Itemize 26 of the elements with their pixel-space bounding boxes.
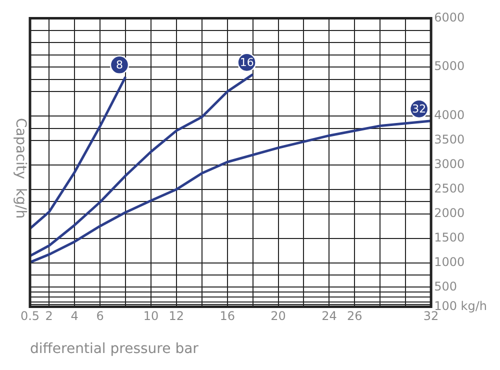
y-tick-label: 3000: [434, 157, 465, 172]
y-tick-label: 3500: [434, 132, 465, 147]
y-tick-label: 4000: [434, 108, 465, 122]
series-label: 16: [240, 56, 254, 69]
x-tick-label: 20: [270, 309, 286, 324]
x-axis-title: differential pressure bar: [30, 341, 199, 358]
y-tick-label: 1500: [434, 230, 465, 244]
x-tick-label: 6: [96, 309, 104, 324]
y-tick-label: 6000: [434, 10, 465, 24]
x-tick-label: 12: [168, 309, 184, 324]
series-label: 8: [116, 58, 123, 72]
x-tick-label: 0.5: [20, 309, 40, 324]
x-tick-label: 2: [45, 309, 53, 324]
y-tick-label: 2000: [434, 206, 465, 220]
x-tick-label: 24: [322, 309, 337, 324]
x-tick-label: 10: [143, 309, 159, 324]
x-tick-label: 4: [70, 309, 78, 324]
y-tick-label: 2500: [434, 182, 465, 196]
y-axis-title: Capacity kg/h: [12, 118, 28, 219]
x-tick-label: 16: [220, 309, 235, 324]
x-tick-label: 26: [347, 309, 362, 324]
x-tick-label: 32: [423, 309, 439, 324]
y-tick-label: 500: [434, 279, 457, 294]
y-tick-label: 1000: [434, 254, 465, 269]
series-label: 32: [412, 102, 426, 116]
y-tick-label: 5000: [434, 59, 465, 74]
